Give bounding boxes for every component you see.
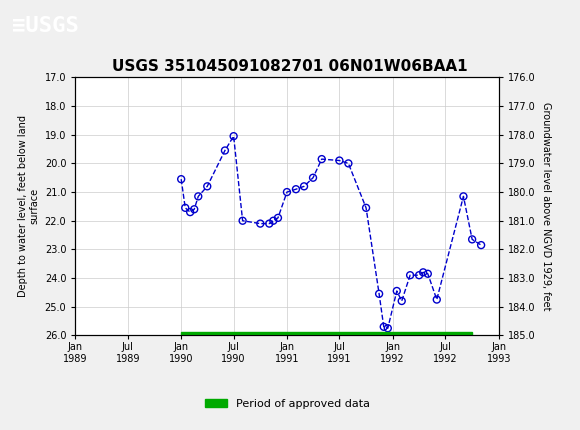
Point [392, 288, 401, 295]
Point [397, 298, 407, 304]
Point [477, 242, 486, 249]
Text: USGS 351045091082701 06N01W06BAA1: USGS 351045091082701 06N01W06BAA1 [112, 59, 468, 74]
Y-axis label: Groundwater level above NGVD 1929, feet: Groundwater level above NGVD 1929, feet [541, 102, 551, 310]
Point [459, 193, 468, 200]
Point [405, 272, 415, 279]
Point [432, 296, 441, 303]
Point [229, 133, 238, 140]
Point [375, 290, 384, 297]
Point [176, 176, 186, 183]
Point [186, 209, 195, 215]
Bar [75, 334, 499, 335]
Point [361, 204, 371, 211]
Point [317, 156, 327, 163]
Point [194, 193, 203, 200]
Point [423, 270, 433, 277]
Point [467, 236, 477, 243]
Point [238, 217, 247, 224]
Point [273, 215, 282, 221]
Point [335, 157, 344, 164]
Point [282, 189, 292, 196]
Point [256, 220, 265, 227]
Point [190, 206, 199, 213]
Point [220, 147, 230, 154]
Point [269, 217, 278, 224]
Y-axis label: Depth to water level, feet below land
surface: Depth to water level, feet below land su… [17, 115, 39, 298]
Point [309, 174, 318, 181]
Point [379, 323, 389, 330]
Point [202, 183, 212, 190]
Point [180, 204, 190, 211]
Legend: Period of approved data: Period of approved data [200, 395, 374, 414]
Text: ≡USGS: ≡USGS [12, 16, 78, 36]
Point [415, 272, 424, 279]
Point [383, 325, 393, 332]
Point [299, 183, 309, 190]
Point [291, 186, 300, 193]
Point [264, 220, 274, 227]
Point [419, 269, 428, 276]
Bar [181, 332, 472, 335]
Point [344, 160, 353, 167]
